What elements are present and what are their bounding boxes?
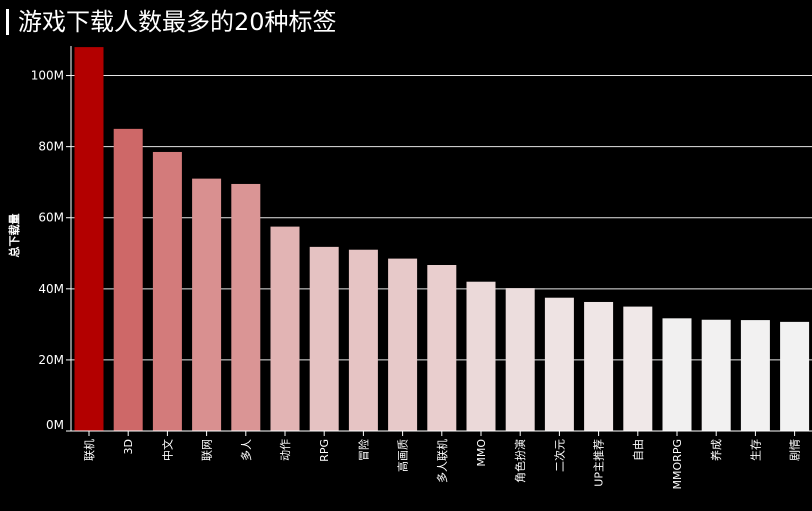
bar	[780, 321, 810, 431]
bar	[466, 281, 496, 431]
x-tick-label: 中文	[160, 439, 174, 461]
chart-title-block: 游戏下载人数最多的20种标签	[6, 6, 337, 38]
x-tick-label: 多人	[239, 439, 253, 461]
y-tick-label: 40M	[38, 282, 64, 296]
x-tick-label: 多人联机	[435, 439, 449, 483]
x-tick-label: MMO	[475, 439, 488, 467]
x-tick-label: 3D	[122, 439, 135, 454]
title-accent-bar	[6, 9, 9, 35]
chart-title: 游戏下载人数最多的20种标签	[18, 8, 337, 36]
bar	[113, 128, 143, 431]
x-tick-label: 联网	[201, 439, 214, 461]
bar	[505, 288, 535, 431]
x-tick-label: UP主推荐	[592, 439, 606, 487]
x-tick-label: 剧情	[789, 439, 802, 461]
bar	[584, 301, 614, 431]
bar	[388, 258, 418, 431]
y-tick-label: 0M	[46, 418, 64, 432]
x-tick-label: 动作	[279, 439, 292, 461]
bar	[152, 151, 182, 431]
bar	[662, 318, 692, 431]
bar	[309, 246, 339, 431]
x-tick-label: 高画质	[396, 439, 410, 472]
x-tick-label: 自由	[631, 439, 645, 461]
bar	[74, 47, 104, 431]
bar	[427, 265, 457, 431]
x-tick-label: 生存	[748, 439, 762, 461]
y-tick-label: 60M	[38, 211, 64, 225]
x-tick-label: MMORPG	[671, 439, 684, 489]
bar	[701, 319, 731, 431]
bar	[623, 306, 653, 431]
x-tick-label: 角色扮演	[513, 439, 527, 483]
x-tick-label: 二次元	[552, 439, 566, 472]
bar	[270, 226, 300, 431]
x-tick-label: RPG	[318, 439, 331, 462]
x-tick-label: 养成	[709, 439, 723, 461]
bar	[740, 320, 770, 431]
x-tick-label: 冒险	[356, 439, 370, 461]
y-tick-label: 100M	[31, 69, 64, 83]
y-tick-label: 20M	[38, 353, 64, 367]
bar	[231, 183, 261, 431]
bar	[192, 178, 222, 431]
x-tick-label: 联机	[82, 439, 96, 461]
y-axis-title: 总下载量	[7, 214, 21, 258]
bar	[348, 249, 378, 431]
y-tick-label: 80M	[38, 140, 64, 154]
bar	[544, 297, 574, 431]
